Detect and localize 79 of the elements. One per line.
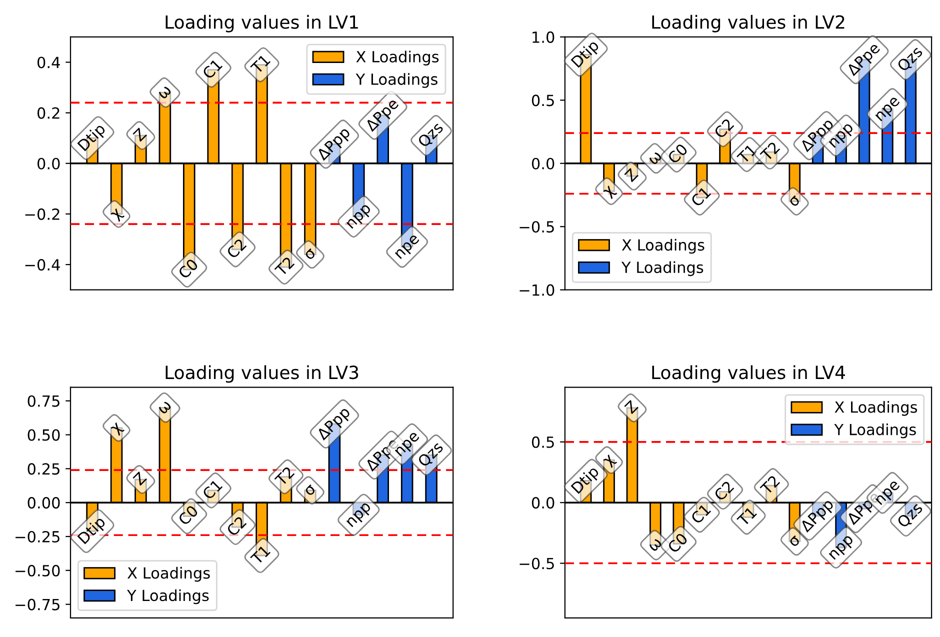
category-label: σ bbox=[304, 248, 316, 260]
category-label: T2 bbox=[274, 256, 295, 277]
legend-label: X Loadings bbox=[834, 401, 918, 416]
chart-title: Loading values in LV2 bbox=[652, 14, 844, 32]
y-tick-label: −1.0 bbox=[520, 284, 554, 296]
y-tick-label: −0.5 bbox=[520, 558, 554, 570]
chart-title: Loading values in LV4 bbox=[652, 365, 845, 383]
y-tick-label: −0.5 bbox=[520, 221, 554, 233]
category-label: T1 bbox=[250, 54, 271, 75]
category-label: C2 bbox=[226, 238, 247, 260]
category-label: C1 bbox=[202, 479, 223, 500]
category-label: T2 bbox=[760, 141, 780, 162]
y-tick-label: −0.75 bbox=[16, 598, 60, 610]
category-label: ω bbox=[158, 400, 172, 415]
legend-label: Y Loadings bbox=[126, 589, 209, 604]
category-label: ω bbox=[648, 152, 662, 166]
category-label: npe bbox=[394, 234, 420, 260]
category-label: Qzs bbox=[896, 47, 924, 74]
y-tick-label: 0.00 bbox=[28, 497, 60, 509]
category-label: Dtip bbox=[570, 467, 602, 494]
category-label: Z bbox=[132, 127, 147, 142]
category-label: Z bbox=[624, 400, 638, 414]
legend-label: X Loadings bbox=[127, 566, 210, 582]
category-label: ω bbox=[648, 538, 662, 552]
legend-label: X Loadings bbox=[622, 238, 704, 254]
category-label: npp bbox=[346, 502, 374, 528]
category-label: χ bbox=[110, 208, 125, 222]
legend-label: Y Loadings bbox=[621, 261, 704, 276]
legend-label: X Loadings bbox=[356, 50, 439, 66]
category-label: C0 bbox=[666, 532, 688, 554]
y-tick-label: −0.4 bbox=[25, 259, 60, 271]
category-label: npp bbox=[828, 534, 856, 560]
category-label: C1 bbox=[202, 58, 223, 80]
category-label: C1 bbox=[690, 186, 712, 208]
category-label: σ bbox=[304, 484, 316, 496]
category-label: χ bbox=[603, 185, 618, 200]
chart-title: Loading values in LV3 bbox=[166, 365, 358, 383]
y-tick-label: 0.50 bbox=[28, 429, 60, 441]
y-tick-label: 0.0 bbox=[532, 497, 554, 509]
y-tick-label: −0.50 bbox=[16, 564, 60, 576]
y-tick-label: 0.0 bbox=[37, 158, 60, 170]
category-label: C2 bbox=[226, 516, 247, 537]
y-tick-label: 0.25 bbox=[28, 463, 60, 475]
y-tick-label: 0.0 bbox=[532, 158, 554, 170]
category-label: npp bbox=[346, 204, 374, 229]
y-tick-label: 1.0 bbox=[532, 31, 554, 43]
category-label: T2 bbox=[274, 466, 295, 487]
y-tick-label: 0.4 bbox=[37, 56, 60, 68]
chart-title: Loading values in LV1 bbox=[166, 14, 358, 32]
category-label: C0 bbox=[178, 258, 199, 280]
category-label: σ bbox=[788, 535, 801, 548]
category-label: Z bbox=[624, 168, 638, 182]
category-label: T1 bbox=[736, 506, 757, 527]
y-tick-label: 0.2 bbox=[37, 107, 60, 119]
category-label: C0 bbox=[666, 143, 688, 164]
category-label: Qzs bbox=[896, 504, 924, 530]
category-label: χ bbox=[110, 422, 125, 436]
y-tick-label: −0.2 bbox=[25, 208, 60, 220]
y-tick-label: 0.75 bbox=[28, 395, 60, 407]
category-label: σ bbox=[788, 195, 801, 208]
legend-label: Y Loadings bbox=[834, 423, 916, 438]
category-label: C2 bbox=[713, 118, 734, 139]
category-label: ω bbox=[158, 86, 172, 100]
y-tick-label: −0.25 bbox=[16, 530, 60, 543]
category-label: T2 bbox=[760, 474, 780, 496]
y-tick-label: 0.5 bbox=[532, 94, 554, 106]
category-label: Z bbox=[132, 471, 147, 486]
y-tick-label: 0.5 bbox=[532, 436, 554, 448]
category-label: C2 bbox=[713, 480, 734, 502]
category-label: C1 bbox=[690, 504, 712, 524]
category-label: T1 bbox=[736, 144, 757, 164]
category-label: C0 bbox=[178, 504, 199, 526]
legend-label: Y Loadings bbox=[356, 73, 438, 88]
category-label: Qzs bbox=[416, 123, 444, 150]
category-label: χ bbox=[603, 454, 618, 468]
category-label: Dtip bbox=[570, 40, 602, 68]
category-label: Qzs bbox=[416, 442, 444, 469]
category-label: npe bbox=[875, 96, 900, 122]
category-label: T1 bbox=[250, 544, 271, 566]
